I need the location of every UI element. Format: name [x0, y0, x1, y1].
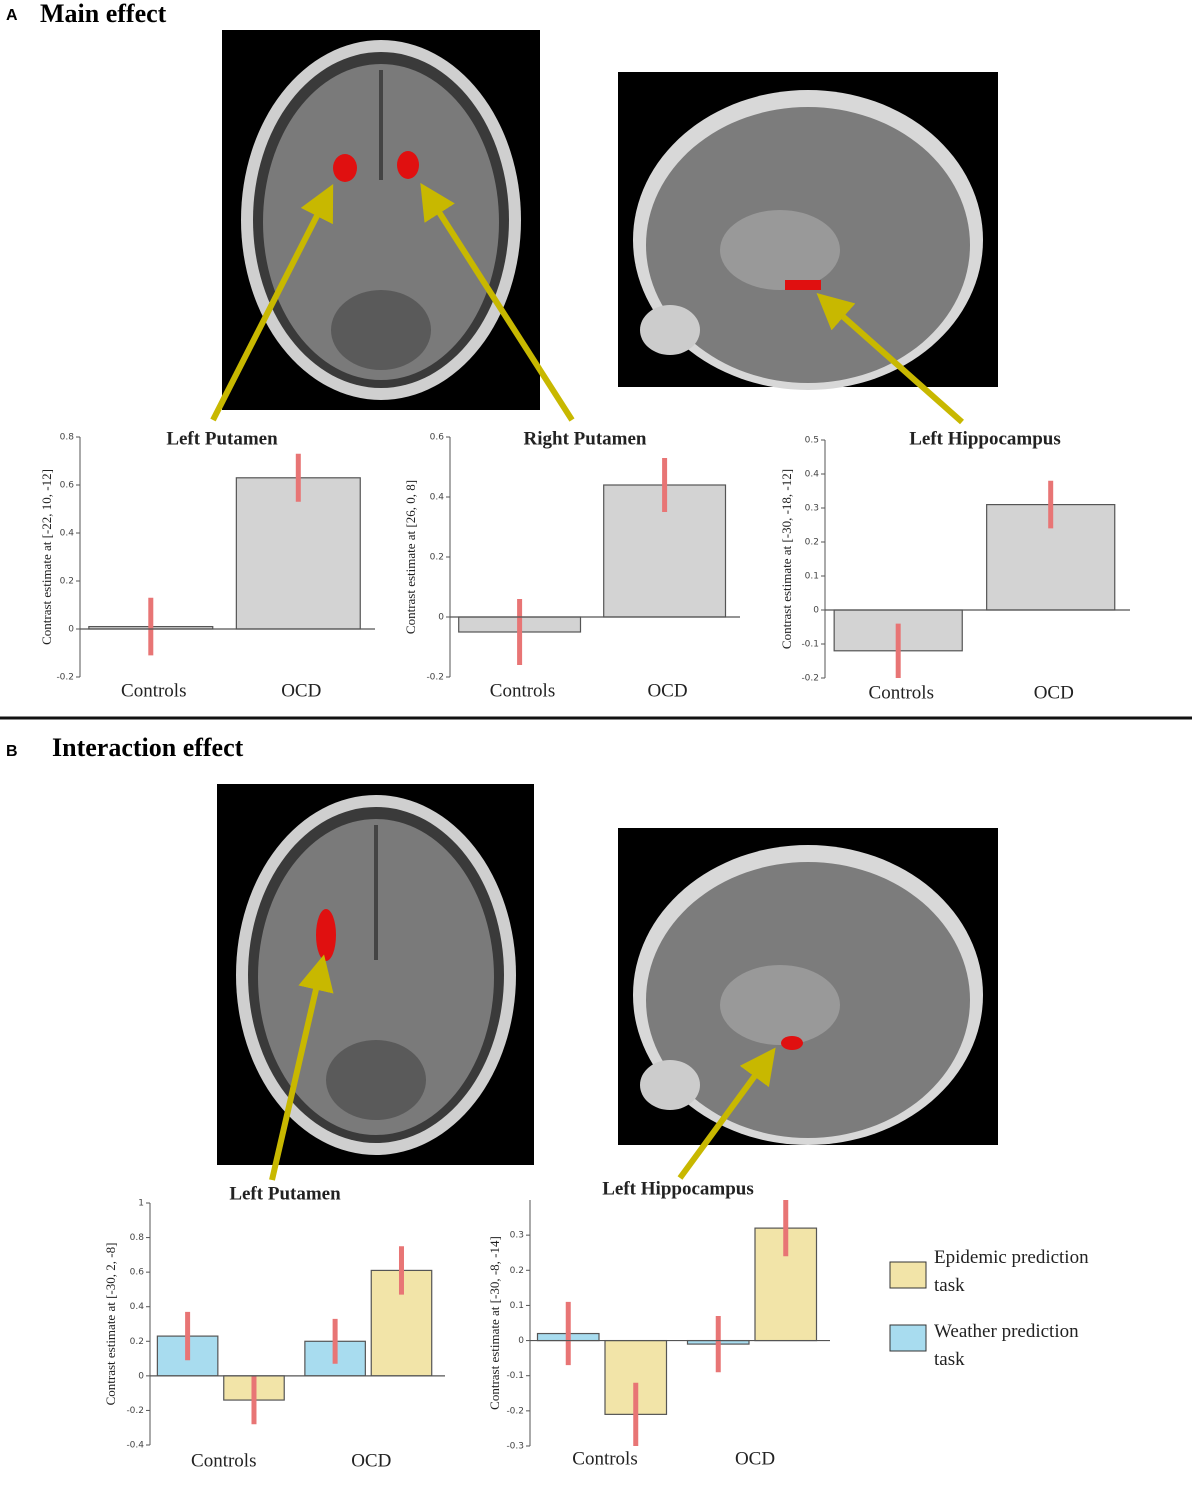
y-tick-label: 0.4: [60, 529, 75, 539]
x-tick-label: OCD: [735, 1448, 775, 1469]
y-tick-label: -0.1: [801, 640, 819, 650]
y-tick-label: -0.2: [801, 674, 819, 684]
chart-title: Left Putamen: [166, 428, 278, 449]
x-tick-label: Controls: [572, 1448, 637, 1469]
y-tick-label: -0.2: [426, 673, 444, 683]
x-tick-label: Controls: [121, 680, 186, 701]
legend-entry: Epidemic prediction task: [934, 1247, 1089, 1296]
x-tick-label: Controls: [490, 680, 555, 701]
y-tick-label: 0.3: [805, 504, 819, 514]
legend-swatch: [889, 1324, 927, 1352]
y-tick-label: 0.3: [510, 1231, 524, 1241]
y-tick-label: 0.2: [805, 538, 819, 548]
y-tick-label: -0.2: [126, 1406, 144, 1416]
y-tick-label: 0.6: [60, 481, 75, 491]
y-axis-label: Contrast estimate at [26, 0, 8]: [403, 480, 418, 634]
y-axis-label: Contrast estimate at [-30, -8, -14]: [487, 1236, 502, 1410]
legend-swatch: [889, 1261, 927, 1289]
y-tick-label: 0: [138, 1371, 144, 1381]
chart-title: Right Putamen: [524, 428, 647, 449]
y-tick-label: 0.8: [130, 1233, 145, 1243]
y-tick-label: 0.5: [805, 436, 819, 446]
axial-brain-image: [217, 784, 534, 1165]
y-tick-label: 0.2: [130, 1337, 144, 1347]
y-tick-label: 0.4: [805, 470, 820, 480]
axial-brain-image: [222, 30, 540, 410]
panel-title: Main effect: [40, 0, 167, 28]
x-tick-label: Controls: [869, 682, 934, 703]
y-tick-label: -0.2: [56, 673, 74, 683]
sagittal-brain-image: [618, 828, 998, 1145]
x-tick-label: OCD: [351, 1450, 391, 1471]
panel-label: B: [6, 743, 18, 760]
legend-text: Weather prediction task: [934, 1321, 1079, 1370]
y-tick-label: 1: [138, 1199, 144, 1209]
y-tick-label: 0.1: [510, 1301, 524, 1311]
panel-label: A: [6, 7, 18, 24]
y-tick-label: 0: [68, 625, 74, 635]
y-tick-label: 0.6: [430, 433, 445, 443]
y-tick-label: 0.6: [130, 1268, 145, 1278]
y-tick-label: 0.2: [60, 577, 74, 587]
y-tick-label: 0: [438, 613, 444, 623]
y-tick-label: -0.1: [506, 1371, 524, 1381]
y-tick-label: 0: [518, 1336, 524, 1346]
y-tick-label: 0.8: [60, 433, 75, 443]
y-tick-label: 0.1: [805, 572, 819, 582]
x-tick-label: OCD: [647, 680, 687, 701]
y-tick-label: 0.2: [510, 1266, 524, 1276]
chart-title: Left Hippocampus: [909, 428, 1061, 449]
y-tick-label: -0.4: [126, 1441, 144, 1451]
y-tick-label: 0.4: [130, 1302, 145, 1312]
sagittal-brain-image: [618, 72, 998, 390]
y-axis-label: Contrast estimate at [-30, 2, -8]: [103, 1243, 118, 1406]
y-tick-label: -0.2: [506, 1406, 524, 1416]
y-axis-label: Contrast estimate at [-30, -18, -12]: [779, 469, 794, 649]
x-tick-label: OCD: [1034, 682, 1074, 703]
x-tick-label: Controls: [191, 1450, 256, 1471]
legend-text: Epidemic prediction task: [934, 1247, 1089, 1296]
y-tick-label: 0.4: [430, 493, 445, 503]
arrows: [210, 182, 964, 1181]
y-tick-label: 0: [813, 606, 819, 616]
y-tick-label: 0.2: [430, 553, 444, 563]
panel-title: Interaction effect: [52, 733, 244, 762]
y-tick-label: -0.3: [506, 1442, 524, 1452]
legend-entry: Weather prediction task: [934, 1321, 1079, 1370]
x-tick-label: OCD: [281, 680, 321, 701]
chart-title: Left Hippocampus: [602, 1178, 754, 1199]
chart-title: Left Putamen: [229, 1183, 341, 1204]
y-axis-label: Contrast estimate at [-22, 10, -12]: [39, 469, 54, 645]
